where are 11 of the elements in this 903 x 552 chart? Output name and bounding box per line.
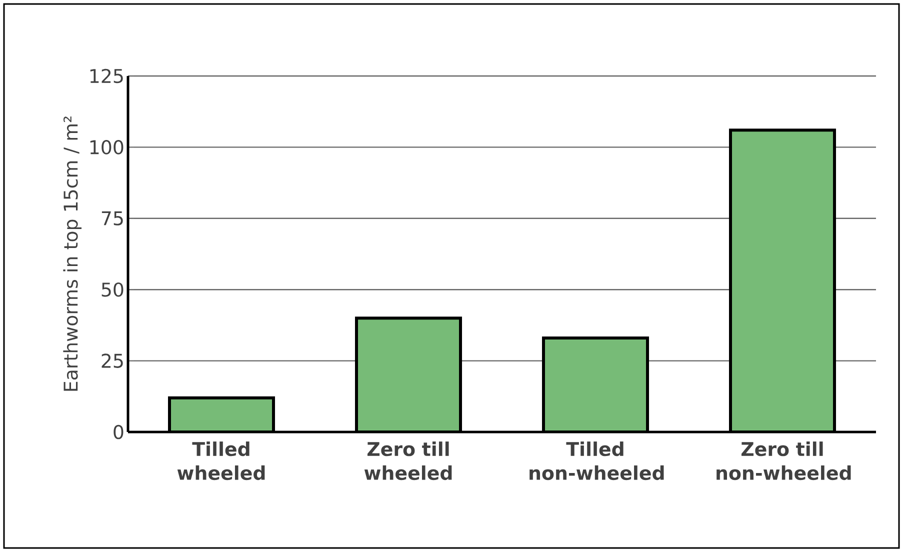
x-tick-label: Tilled wheeled <box>177 442 265 480</box>
y-tick-label: 25 <box>102 354 123 368</box>
x-tick-label: Zero till non-wheeled <box>716 442 851 480</box>
y-tick-label: 75 <box>102 211 123 226</box>
y-axis-title: Earthworms in top 15cm / m² <box>63 116 82 391</box>
y-tick-label: 0 <box>114 424 124 440</box>
x-tick-label: Tilled non-wheeled <box>530 442 664 480</box>
y-tick-label: 125 <box>90 68 123 84</box>
y-tick-label: 50 <box>102 282 124 297</box>
y-tick-label: 100 <box>90 140 124 154</box>
x-tick-label: Zero till wheeled <box>364 442 452 480</box>
